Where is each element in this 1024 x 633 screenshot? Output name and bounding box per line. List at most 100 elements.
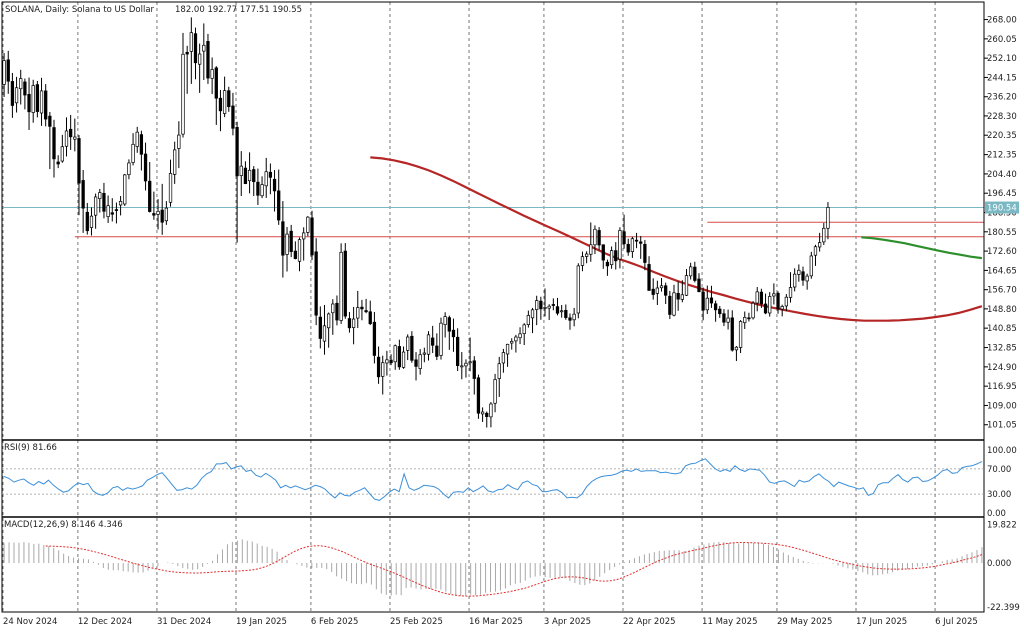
candle-body xyxy=(252,169,256,183)
ohlc-header: 182.00 192.77 177.51 190.55 xyxy=(175,5,302,15)
candle-body xyxy=(410,335,414,361)
candle-body xyxy=(655,287,660,294)
candle-body xyxy=(422,352,426,355)
candle-body xyxy=(64,130,69,147)
candle-body xyxy=(813,246,818,256)
candle-body xyxy=(118,200,123,206)
candle-body xyxy=(414,359,418,367)
candle-body xyxy=(2,60,6,85)
x-tick-label: 22 Apr 2025 xyxy=(623,617,676,627)
candle-body xyxy=(630,238,635,252)
candle-body xyxy=(127,162,131,175)
candle-body xyxy=(455,336,460,366)
candle-body xyxy=(189,32,193,52)
candle-body xyxy=(397,346,402,368)
y-tick-label: 228.30 xyxy=(987,112,1017,122)
candle-body xyxy=(89,215,94,228)
candle-body xyxy=(447,317,451,332)
candle-body xyxy=(48,115,52,127)
candle-body xyxy=(609,250,614,266)
y-tick-label: 268.00 xyxy=(987,16,1017,26)
candle-body xyxy=(218,97,223,112)
candle-body xyxy=(27,93,31,113)
candle-body xyxy=(776,292,780,310)
x-tick-label: 16 Mar 2025 xyxy=(469,617,523,627)
candle-body xyxy=(647,264,651,291)
candle-body xyxy=(460,365,464,368)
candle-body xyxy=(451,329,456,338)
candle-body xyxy=(743,317,747,324)
x-tick-label: 17 Jun 2025 xyxy=(856,617,907,627)
candle-body xyxy=(14,87,19,104)
candle-body xyxy=(297,239,302,262)
candle-body xyxy=(659,285,664,289)
y-tick-label: 196.45 xyxy=(987,189,1017,199)
candle-body xyxy=(693,266,697,281)
candle-body xyxy=(69,128,73,138)
last-price-label: 190.54 xyxy=(987,204,1017,214)
grid-lines xyxy=(2,2,936,612)
candle-body xyxy=(639,241,643,244)
candle-body xyxy=(497,363,501,379)
macd-tick-label: 0.000 xyxy=(987,559,1011,569)
y-tick-label: 156.70 xyxy=(987,286,1017,296)
candle-body xyxy=(302,232,306,240)
chart-frame xyxy=(1,1,985,613)
candle-body xyxy=(44,90,48,120)
rsi-tick-label: 30.00 xyxy=(987,490,1011,500)
candle-body xyxy=(239,165,243,176)
x-tick-label: 29 May 2025 xyxy=(777,617,832,627)
candle-body xyxy=(19,78,23,90)
candle-body xyxy=(651,288,655,295)
candle-body xyxy=(6,59,10,82)
macd-tick-label: -22.399 xyxy=(987,603,1020,613)
candle-body xyxy=(689,266,693,277)
x-tick-label: 6 Feb 2025 xyxy=(311,617,359,627)
candle-body xyxy=(505,343,510,355)
candle-body xyxy=(285,233,289,255)
candle-body xyxy=(701,291,705,311)
horizontal-levels xyxy=(2,207,984,238)
macd-pane: MACD(12,26,9) 8.146 4.346 19.822 0.000 -22.… xyxy=(3,520,1020,613)
candle-body xyxy=(601,244,605,261)
y-tick-label: 132.85 xyxy=(987,344,1017,354)
candle-body xyxy=(193,33,198,64)
x-tick-label: 19 Jan 2025 xyxy=(236,617,287,627)
candle-body xyxy=(672,292,676,316)
candle-body xyxy=(310,217,314,256)
candle-body xyxy=(614,250,618,262)
y-tick-label: 109.00 xyxy=(987,401,1017,411)
candle-body xyxy=(518,333,522,339)
macd-tick-label: 19.822 xyxy=(987,520,1017,530)
candle-body xyxy=(788,287,793,298)
rsi-label: RSI(9) 81.66 xyxy=(4,443,57,453)
candle-body xyxy=(31,85,35,113)
candle-body xyxy=(173,149,177,175)
candle-body xyxy=(526,315,531,325)
candle-body xyxy=(472,360,476,379)
y-tick-label: 252.10 xyxy=(987,54,1017,64)
rsi-pane: RSI(9) 81.66 100.00 70.00 30.00 0.00 xyxy=(2,443,1017,519)
candle-body xyxy=(622,231,626,245)
candle-body xyxy=(485,412,489,417)
candle-body xyxy=(277,190,281,221)
candle-body xyxy=(431,337,435,346)
candle-body xyxy=(135,131,139,147)
candle-body xyxy=(763,303,768,314)
candle-body xyxy=(401,351,406,368)
candle-body xyxy=(584,253,589,257)
rsi-line xyxy=(3,458,983,501)
candle-body xyxy=(822,227,826,243)
candle-body xyxy=(797,269,801,275)
candle-body xyxy=(751,302,755,319)
candle-body xyxy=(772,293,776,297)
candle-body xyxy=(543,307,547,309)
axis-labels: 24 Nov 2024 12 Dec 2024 31 Dec 2024 19 Jan … xyxy=(3,16,1019,627)
candle-body xyxy=(668,295,672,315)
candle-body xyxy=(555,306,560,314)
rsi-tick-label: 0.00 xyxy=(987,509,1006,519)
candle-body xyxy=(268,171,273,178)
candle-body xyxy=(185,51,189,55)
last-price-tag xyxy=(985,201,1019,214)
